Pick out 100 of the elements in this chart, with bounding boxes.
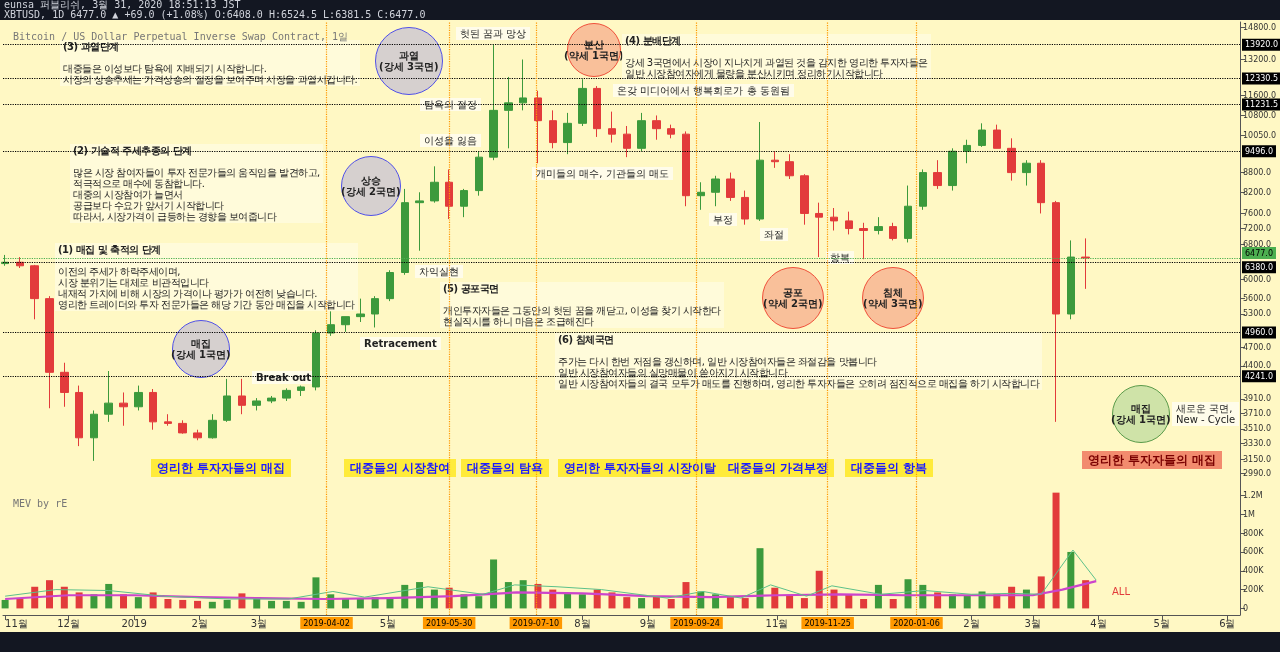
ref-line-label: 12330.5 [1245,74,1279,84]
ref-line-label: 2019-11-25 [804,618,851,628]
annotation: 영리한 투자자들의 매집 [151,459,292,477]
candlestick [874,216,883,235]
candlestick [1067,239,1075,320]
candlestick [223,378,231,423]
candlestick [312,329,320,391]
y-tick-label: 600K [1243,547,1265,557]
y-tick-label: 5600.0 [1243,294,1271,304]
candlestick [178,419,187,435]
bar [638,598,646,609]
candlestick [859,222,868,260]
candlestick [90,409,98,462]
annotation: (2) 기술적 주세추종의 단계 많은 시장 참여자들이 투자 전문가들의 움직임을 발견하고, 적극적으로 매수에 동참합니다. 대중의 시장참여가 늘면서 공급보다 수요가 앞서기 시작합니다 따라서, 시장가격이 급등하는 경향을 보여줍니다 [70,144,323,223]
candlestick [963,139,971,164]
ref-line-label: 2019-05-30 [425,618,473,628]
ref-line-label: 13920.0 [1245,40,1279,50]
ref-line-label: 2019-07-10 [512,618,560,628]
candlestick [297,385,305,397]
candlestick [430,165,439,204]
x-tick-label: 8월 [574,617,591,629]
y-tick-label: 4700.0 [1243,342,1271,352]
bar [578,594,586,609]
ref-line-label: 6477.0 [1245,248,1273,258]
ref-line-label: 4960.0 [1245,327,1273,337]
y-tick-label: 11600.0 [1243,91,1277,101]
bar [741,598,749,609]
candlestick [371,295,379,328]
x-tick-label: 2019 [121,617,147,629]
candlestick [563,112,572,155]
ref-line-label: 2019-09-24 [673,618,720,628]
x-tick-label: 11월 [5,617,28,629]
y-tick-label: 400K [1243,566,1265,576]
candlestick [401,188,409,276]
y-tick-label: 200K [1243,585,1265,595]
bar [1,599,9,609]
annotation: (6) 침체국면 주가는 다시 한번 저점을 갱신하며, 일반 시장참여자들은 좌절감을 맛봅니다 일반 시장참여자들의 실망매물이 쏟아지기 시작합니다 일반 시장참여자들의 결국 모두가 매도를 진행하며, 영리한 투자자들은 오히려 점진적으로 매집을 하기 시작합니다 [555,333,1043,390]
annotation: 이성을 잃음 [420,134,482,147]
candlestick [386,269,394,302]
y-tick-label: 1M [1243,509,1256,519]
y-tick-label: 3710.0 [1243,408,1271,418]
bar [1067,551,1075,609]
annotation: 새로운 국면, New - Cycle [1172,402,1240,426]
y-tick-label: 6800.0 [1243,239,1271,249]
y-tick-label: 7600.0 [1243,208,1271,218]
y-tick-label: 4400.0 [1243,361,1271,371]
y-tick-label: 0 [1243,603,1249,613]
annotation: 대중들의 시장참여 [344,459,457,477]
candlestick [919,168,927,211]
x-tick-label: 9월 [639,617,657,629]
bar [208,601,216,609]
candlestick [1081,237,1090,290]
bar [134,597,142,609]
candlestick [711,175,720,207]
bar [800,598,808,609]
candlestick [1037,159,1045,214]
candlestick [800,173,809,226]
ref-line-label: 2019-04-02 [303,618,350,628]
y-tick-label: 3330.0 [1243,439,1271,449]
y-tick-label: 13200.0 [1243,55,1277,64]
candlestick [593,85,601,138]
annotation: 대중들의 탐욕 [461,459,550,477]
candlestick [252,397,261,411]
candlestick [637,112,646,152]
candlestick [785,153,794,180]
candlestick [104,370,113,423]
bar [16,599,24,609]
candlestick [327,310,335,337]
candlestick [134,385,143,411]
annotation: 분산 (약세 1국면) [564,39,624,61]
annotation: 차익실현 [415,265,463,278]
bar [623,597,631,609]
annotation: 영리한 투자자들의 시장이탈 [558,459,723,477]
bar [475,596,483,609]
annotation: 과열 (강세 3국면) [379,50,439,72]
candlestick [993,124,1001,149]
y-tick-label: 5300.0 [1243,309,1271,319]
candlestick [282,387,291,402]
bar [386,599,394,609]
candlestick [341,316,350,333]
annotation: (1) 매집 및 축적의 단계 이전의 주세가 하락주세이며, 시장 분위기는 대체로 비관적입니다 내재적 가치에 비해 시장의 가격이나 평가가 여전히 낮습니다. 영리한 트레이더와 투자 전문가들은 해당 기간 동안 매집을 시작합니다 [55,243,358,311]
bar [1052,492,1060,609]
annotation: 공포 (약세 2국면) [763,287,823,309]
annotation: 탐욕의 절정 [420,98,482,111]
ref-line-label: 6380.0 [1245,262,1273,272]
annotation: ALL [1112,586,1130,597]
candlestick [978,122,986,148]
bar [860,599,868,609]
y-tick-label: 6000.0 [1243,274,1271,284]
candlestick [60,362,69,408]
y-tick-label: 800K [1243,528,1265,538]
bar [756,548,764,609]
candlestick [208,413,217,440]
x-tick-label: 5월 [1153,617,1170,629]
x-tick-label: 3월 [1024,617,1041,629]
candlestick [845,211,853,235]
candlestick [608,111,616,144]
y-tick-label: 10800.0 [1243,110,1277,120]
candlestick [697,181,705,211]
annotation: (4) 분배단계 강세 3국면에서 시장이 지나치게 과열된 것을 감지한 영리한 투자자들은 일반 시장참여자에게 물량을 분산시키며 정리하기시작합니다 [622,34,931,80]
